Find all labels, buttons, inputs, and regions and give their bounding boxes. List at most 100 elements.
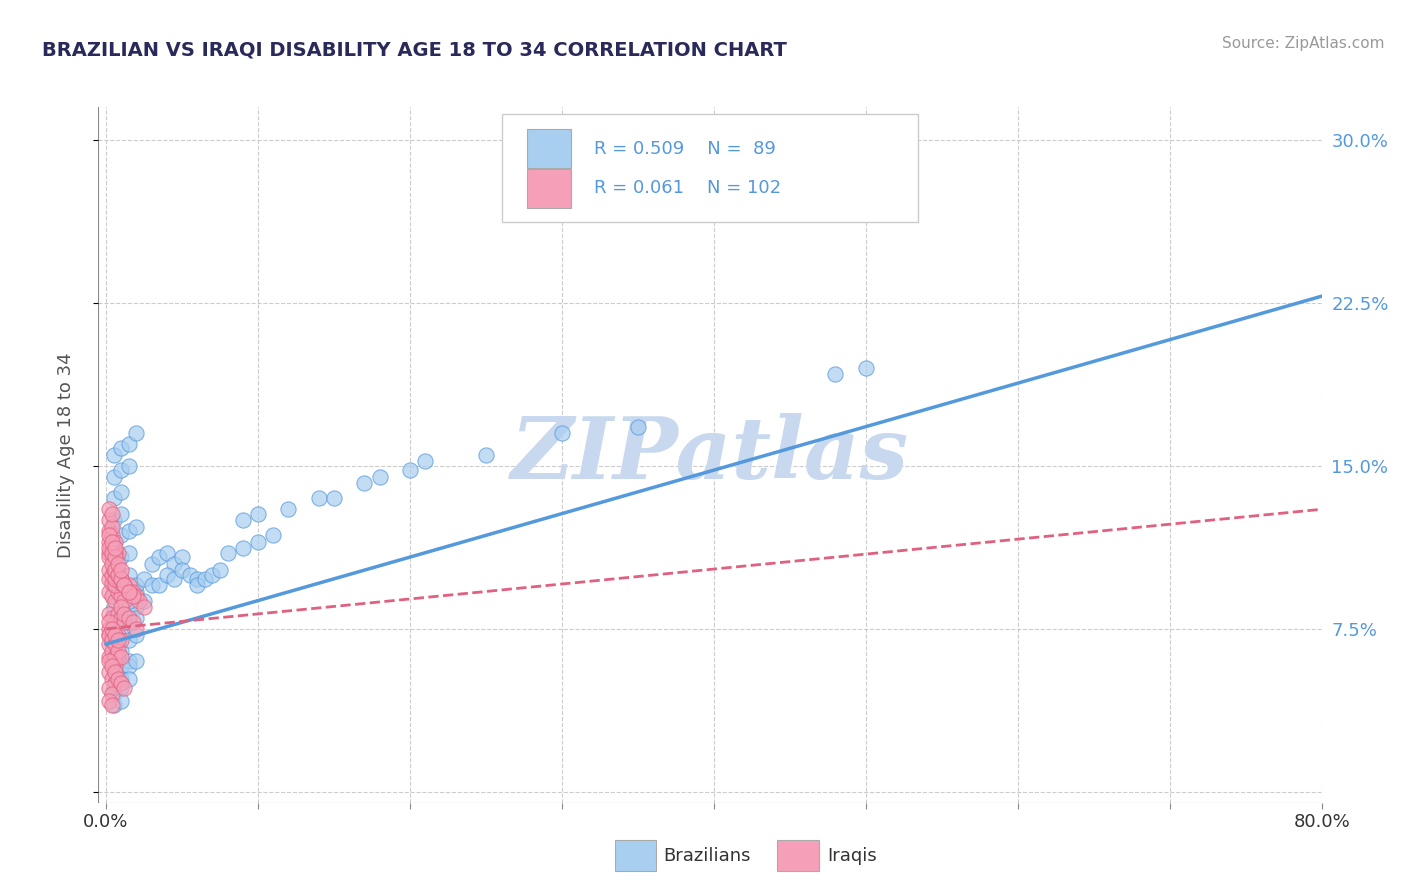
FancyBboxPatch shape xyxy=(502,114,918,222)
Point xyxy=(112,578,135,592)
Point xyxy=(101,687,124,701)
Point xyxy=(217,546,239,560)
Y-axis label: Disability Age 18 to 34: Disability Age 18 to 34 xyxy=(56,352,75,558)
Point xyxy=(107,563,129,577)
Point xyxy=(103,600,125,615)
Point xyxy=(101,655,124,669)
Point xyxy=(118,607,141,621)
Point xyxy=(110,463,132,477)
Point xyxy=(201,567,224,582)
Point xyxy=(186,572,208,586)
Point xyxy=(110,507,132,521)
Point xyxy=(118,658,141,673)
Point xyxy=(98,628,121,642)
Point xyxy=(110,658,132,673)
Point xyxy=(104,550,127,565)
Point xyxy=(101,550,124,565)
Point xyxy=(132,572,155,586)
Point xyxy=(107,607,129,621)
Point xyxy=(103,448,125,462)
Point xyxy=(104,628,127,642)
Point xyxy=(156,546,179,560)
Point xyxy=(122,615,145,630)
Point xyxy=(104,554,127,568)
Point xyxy=(148,578,170,592)
Point xyxy=(110,676,132,690)
Point xyxy=(101,534,124,549)
Point xyxy=(125,426,148,441)
Point xyxy=(125,622,148,636)
Point xyxy=(132,593,155,607)
Point xyxy=(246,507,269,521)
Point xyxy=(101,507,124,521)
Point xyxy=(112,615,135,630)
Point xyxy=(110,585,132,599)
FancyBboxPatch shape xyxy=(527,129,571,169)
Point xyxy=(110,572,132,586)
Point xyxy=(103,687,125,701)
Point xyxy=(103,681,125,695)
Point xyxy=(98,563,121,577)
Point xyxy=(163,557,186,571)
Point xyxy=(186,578,208,592)
Point xyxy=(110,611,132,625)
Point xyxy=(855,361,877,376)
Point xyxy=(110,643,132,657)
Point xyxy=(262,528,284,542)
Point xyxy=(118,593,141,607)
Point xyxy=(353,476,375,491)
Point xyxy=(101,622,124,636)
Point xyxy=(179,567,201,582)
Point xyxy=(104,578,127,592)
Point xyxy=(98,650,121,665)
Point xyxy=(98,655,121,669)
Point xyxy=(101,643,124,657)
Point xyxy=(112,578,135,592)
Point xyxy=(98,541,121,556)
Point xyxy=(125,611,148,625)
Point xyxy=(118,567,141,582)
Point xyxy=(110,676,132,690)
Text: R = 0.509    N =  89: R = 0.509 N = 89 xyxy=(593,140,776,158)
Point xyxy=(110,632,132,647)
Point xyxy=(103,637,125,651)
Point xyxy=(101,541,124,556)
Point xyxy=(125,589,148,603)
FancyBboxPatch shape xyxy=(614,840,657,871)
Point xyxy=(98,628,121,642)
Point xyxy=(103,578,125,592)
Point xyxy=(277,502,299,516)
Point xyxy=(107,572,129,586)
Point xyxy=(101,632,124,647)
Point xyxy=(103,491,125,506)
Point xyxy=(824,368,846,382)
Point xyxy=(104,572,127,586)
Point xyxy=(98,681,121,695)
Point xyxy=(110,550,132,565)
Point xyxy=(101,628,124,642)
Point xyxy=(103,557,125,571)
Point xyxy=(107,643,129,657)
Point xyxy=(98,693,121,707)
Point xyxy=(125,519,148,533)
Point xyxy=(110,442,132,456)
Point xyxy=(475,448,498,462)
Point xyxy=(208,563,231,577)
Point xyxy=(112,607,135,621)
Point xyxy=(118,458,141,473)
Point xyxy=(110,576,132,591)
Point xyxy=(551,426,574,441)
Point xyxy=(132,600,155,615)
Point xyxy=(246,534,269,549)
Point xyxy=(118,611,141,625)
Point xyxy=(110,484,132,499)
Point xyxy=(101,611,124,625)
Point xyxy=(101,632,124,647)
Point xyxy=(98,665,121,680)
Point xyxy=(103,622,125,636)
Point xyxy=(110,589,132,603)
Point xyxy=(101,557,124,571)
Point xyxy=(118,437,141,451)
Point xyxy=(101,528,124,542)
Point xyxy=(163,572,186,586)
